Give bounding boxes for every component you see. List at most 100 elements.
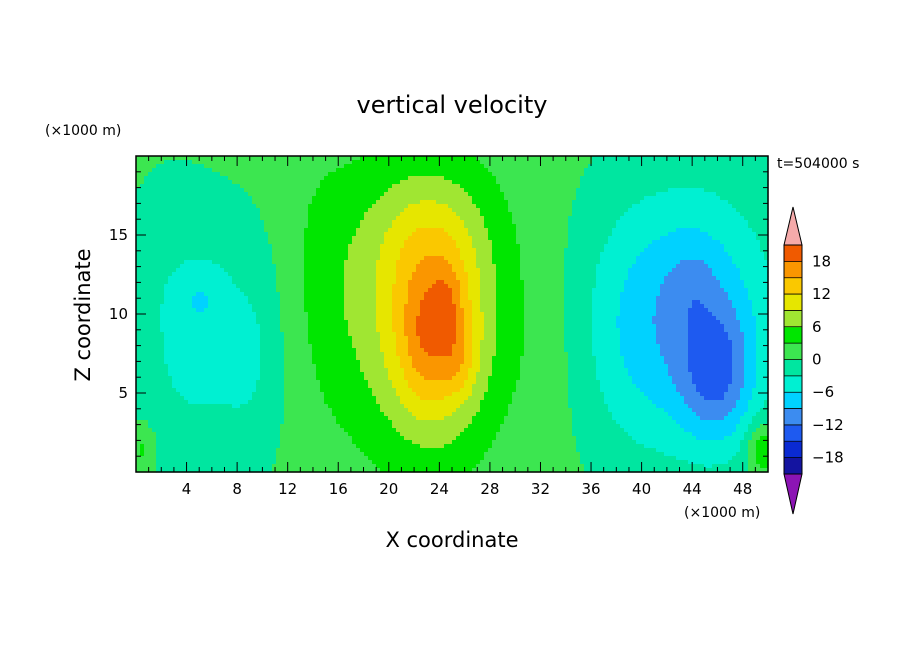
field-cell (380, 404, 405, 409)
field-cell (452, 440, 493, 445)
field-cell (136, 312, 161, 317)
field-cell (628, 208, 737, 213)
field-cell (504, 416, 573, 421)
field-cell (508, 412, 573, 417)
field-cell (208, 304, 253, 309)
field-cell (356, 232, 385, 237)
field-cell (472, 328, 485, 333)
field-cell (424, 348, 453, 353)
field-cell (232, 180, 321, 185)
field-cell (468, 376, 477, 381)
field-cell (472, 324, 485, 329)
field-cell (344, 260, 377, 265)
field-cell (344, 316, 377, 321)
field-cell (264, 228, 305, 233)
field-cell (488, 380, 517, 385)
field-cell (416, 268, 453, 273)
field-cell (684, 428, 737, 433)
field-cell (456, 240, 473, 245)
field-cell (524, 296, 565, 301)
field-cell (304, 264, 345, 269)
field-cell (464, 360, 473, 365)
field-cell (456, 336, 465, 341)
field-cell (624, 280, 665, 285)
field-cell (456, 212, 481, 217)
field-cell (496, 320, 525, 325)
field-cell (468, 272, 481, 277)
field-cell (480, 364, 493, 369)
field-cell (160, 320, 257, 325)
field-cell (672, 376, 693, 381)
field-cell (324, 176, 409, 181)
field-cell (136, 304, 161, 309)
field-cell (752, 420, 769, 425)
field-cell (400, 364, 413, 369)
colorbar-tick-label: −12 (812, 416, 844, 434)
field-cell (728, 412, 745, 417)
field-cell (760, 424, 769, 429)
field-cell (392, 292, 409, 297)
field-cell (324, 400, 377, 405)
field-cell (564, 328, 593, 333)
field-cell (464, 268, 481, 273)
field-cell (732, 300, 753, 305)
colorbar-band (784, 261, 802, 279)
field-cell (632, 204, 733, 209)
field-cell (656, 324, 689, 329)
field-cell (620, 292, 661, 297)
field-cell (732, 256, 765, 261)
field-cell (568, 244, 605, 249)
field-cell (344, 312, 377, 317)
field-cell (452, 288, 461, 293)
field-cell (464, 400, 481, 405)
field-cell (284, 344, 313, 349)
field-cell (596, 364, 625, 369)
field-cell (156, 460, 277, 465)
field-cell (136, 192, 249, 197)
field-cell (576, 448, 657, 453)
field-cell (512, 212, 573, 217)
field-cell (740, 396, 753, 401)
colorbar: 18 12 6 0 −6 −12 −18 (783, 206, 844, 515)
field-cell (136, 456, 157, 461)
field-cell (144, 452, 157, 457)
field-cell (224, 268, 277, 273)
field-cell (420, 312, 457, 317)
field-cell (564, 264, 597, 269)
field-cell (360, 448, 489, 453)
field-cell (460, 296, 469, 301)
field-cell (744, 332, 757, 337)
field-cell (164, 336, 261, 341)
field-cell (472, 340, 481, 345)
field-cell (568, 364, 597, 369)
field-cell (464, 340, 473, 345)
field-cell (756, 320, 769, 325)
field-cell (416, 332, 457, 337)
field-cell (604, 392, 645, 397)
field-cell (284, 368, 317, 373)
field-cell (464, 332, 473, 337)
field-cell (352, 240, 385, 245)
field-cell (308, 340, 353, 345)
field-cell (624, 212, 741, 217)
field-cell (584, 468, 749, 473)
field-cell (408, 348, 425, 353)
field-cell (376, 312, 393, 317)
field-cell (472, 336, 485, 341)
field-cell (408, 176, 445, 181)
field-cell (280, 312, 309, 317)
field-cell (460, 288, 469, 293)
field-cell (276, 288, 305, 293)
field-cell (136, 168, 153, 173)
field-cell (764, 400, 769, 405)
field-cell (376, 264, 397, 269)
field-cell (260, 208, 309, 213)
field-cell (212, 260, 273, 265)
field-cell (172, 376, 261, 381)
field-cell (744, 360, 757, 365)
field-cell (524, 328, 565, 333)
field-cell (404, 320, 417, 325)
field-cell (608, 240, 653, 245)
field-cell (580, 456, 677, 461)
field-cell (376, 328, 393, 333)
